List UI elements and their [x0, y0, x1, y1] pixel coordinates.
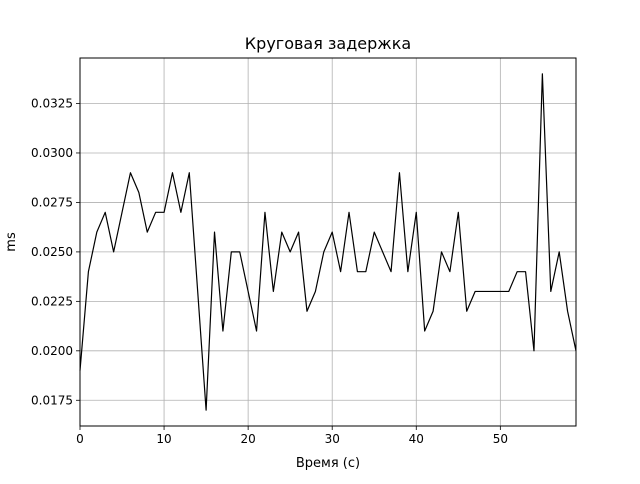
y-tick-label: 0.0175 [31, 393, 73, 407]
series-layer [79, 73, 577, 411]
grid-lines [79, 58, 576, 426]
x-tick-label: 50 [493, 432, 508, 446]
y-axis-label: ms [4, 232, 19, 252]
x-axis: 0 10 20 30 40 50 [76, 426, 508, 446]
x-axis-label: Время (с) [296, 456, 360, 471]
y-tick-label: 0.0250 [31, 245, 73, 259]
y-tick-label: 0.0225 [31, 294, 73, 308]
y-tick-label: 0.0325 [31, 97, 73, 111]
y-tick-label: 0.0275 [31, 195, 73, 209]
series-line [79, 73, 577, 411]
chart-title: Круговая задержка [245, 34, 411, 53]
x-tick-label: 10 [156, 432, 171, 446]
x-tick-label: 30 [325, 432, 340, 446]
x-tick-label: 40 [409, 432, 424, 446]
y-axis: 0.0175 0.0200 0.0225 0.0250 0.0275 0.0300 0.03… [31, 97, 80, 407]
y-tick-label: 0.0300 [31, 146, 73, 160]
plot-frame [79, 57, 577, 427]
x-tick-label: 0 [76, 432, 84, 446]
y-tick-label: 0.0200 [31, 344, 73, 358]
x-tick-label: 20 [240, 432, 255, 446]
